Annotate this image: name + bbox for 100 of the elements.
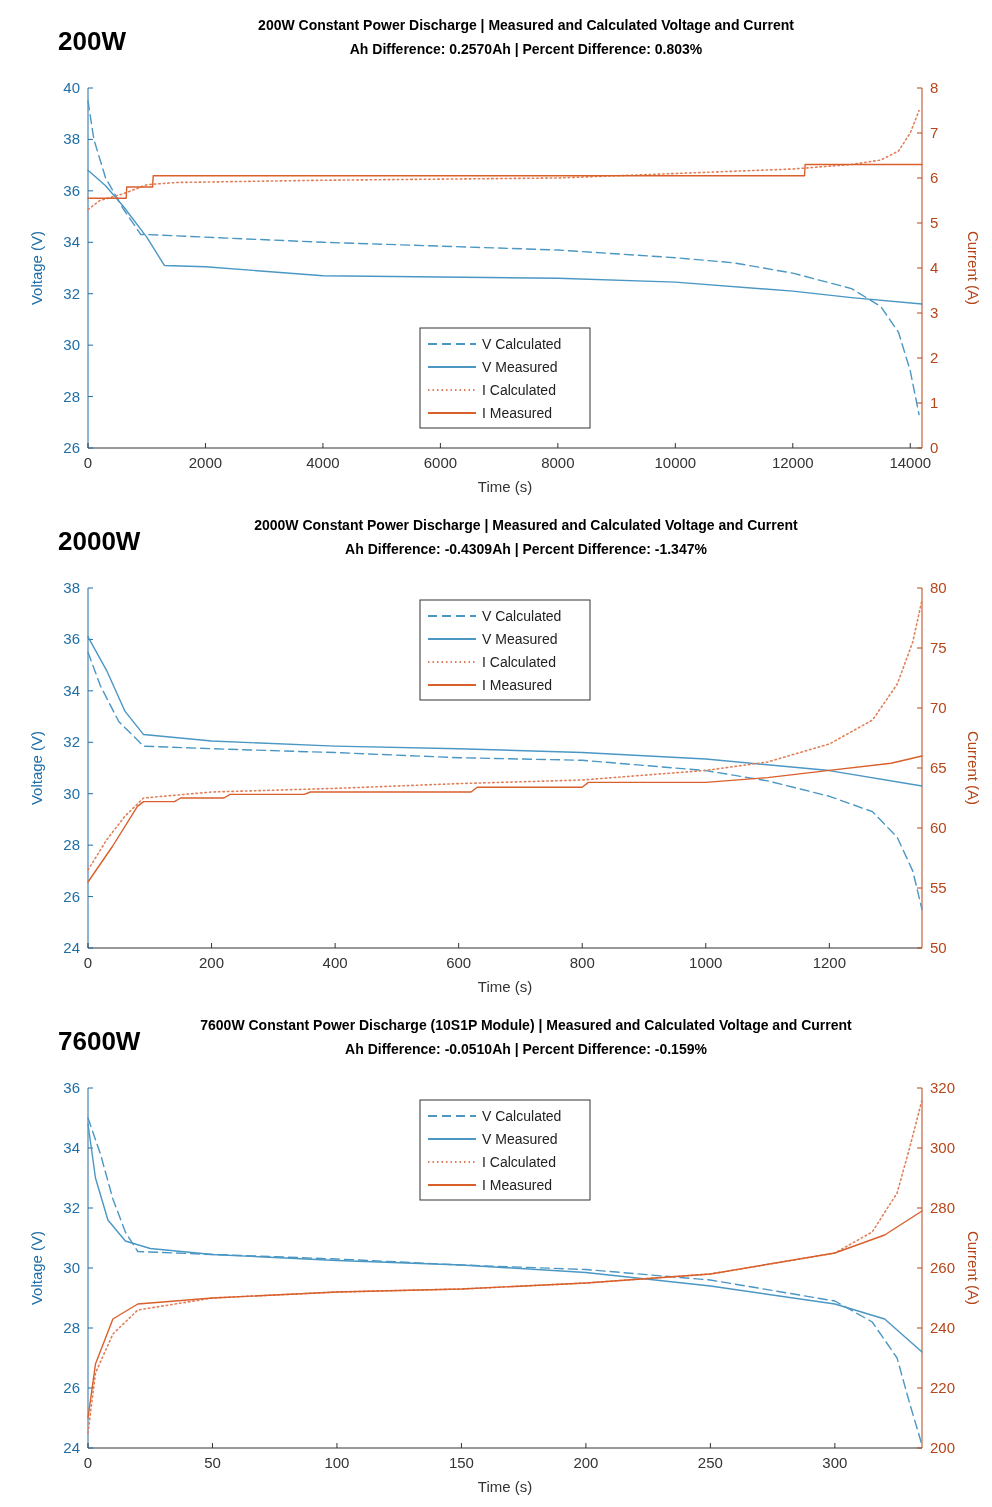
y2-tick-label: 220	[930, 1379, 956, 1396]
x-tick-label: 12000	[771, 454, 814, 471]
y-tick-label: 32	[63, 733, 80, 751]
y-tick-label: 24	[63, 939, 80, 956]
x-axis-title: Time (s)	[477, 978, 533, 995]
chart-subtitle: Ah Difference: -0.4309Ah | Percent Difference: -1.347%	[345, 541, 708, 557]
y2-tick-label: 260	[930, 1259, 956, 1276]
x-tick-label: 800	[569, 954, 595, 971]
y2-axis-title: Current (A)	[965, 730, 982, 806]
chart-title: 7600W Constant Power Discharge (10S1P Module) | Measured and Calculated Voltage and Current	[200, 1017, 853, 1033]
y2-tick-label: 1	[930, 394, 939, 411]
chart-subtitle: Ah Difference: -0.0510Ah | Percent Difference: -0.159%	[345, 1041, 708, 1057]
legend-label: V Measured	[482, 631, 558, 647]
legend-label: I Measured	[482, 405, 553, 421]
y-tick-label: 28	[63, 387, 80, 405]
y-tick-label: 24	[63, 1439, 80, 1456]
y2-tick-label: 3	[930, 304, 939, 321]
y2-tick-label: 80	[930, 579, 947, 596]
text: 2000W	[58, 526, 141, 556]
y2-tick-label: 60	[930, 819, 947, 836]
legend-label: I Calculated	[482, 1154, 556, 1170]
y2-tick-label: 7	[930, 124, 939, 141]
y2-tick-label: 0	[930, 439, 939, 456]
line-series	[87, 109, 920, 211]
chart-title: 200W Constant Power Discharge | Measured and Calculated Voltage and Current	[258, 17, 795, 33]
legend-label: I Calculated	[482, 382, 556, 398]
legend-label: V Calculated	[482, 1108, 562, 1124]
line-series	[87, 100, 920, 416]
legend-label: I Calculated	[482, 654, 556, 670]
x-tick-label: 14000	[889, 454, 932, 471]
y-tick-label: 32	[63, 284, 80, 302]
y2-tick-label: 65	[930, 759, 947, 776]
y2-tick-label: 200	[930, 1439, 956, 1456]
y2-tick-label: 5	[930, 214, 939, 231]
x-tick-label: 150	[448, 1454, 474, 1471]
y-tick-label: 26	[63, 887, 80, 905]
y2-tick-label: 320	[930, 1079, 956, 1096]
y2-tick-label: 280	[930, 1199, 956, 1216]
y-tick-label: 26	[63, 1379, 80, 1396]
x-axis-title: Time (s)	[477, 1478, 533, 1495]
x-tick-label: 600	[446, 954, 472, 971]
line-series	[87, 755, 923, 883]
chart-title: 2000W Constant Power Discharge | Measured and Calculated Voltage and Current	[254, 517, 799, 533]
x-tick-label: 200	[573, 1454, 599, 1471]
y-tick-label: 36	[63, 630, 80, 648]
y-tick-label: 26	[63, 439, 80, 456]
line-series	[87, 651, 923, 911]
y-tick-label: 34	[63, 681, 80, 699]
y2-tick-label: 50	[930, 939, 947, 956]
y-tick-label: 28	[63, 836, 80, 854]
y2-tick-label: 55	[930, 879, 947, 896]
y-tick-label: 38	[63, 130, 80, 148]
x-tick-label: 50	[204, 1454, 221, 1471]
x-tick-label: 10000	[654, 454, 697, 471]
y2-axis-title: Current (A)	[965, 1230, 982, 1306]
x-tick-label: 1200	[812, 954, 847, 971]
y2-tick-label: 4	[930, 259, 939, 276]
y2-tick-label: 8	[930, 79, 939, 96]
y-tick-label: 34	[63, 1139, 80, 1156]
x-axis-title: Time (s)	[477, 478, 533, 495]
y2-tick-label: 2	[930, 349, 939, 366]
legend-label: I Measured	[482, 677, 553, 693]
x-tick-label: 300	[822, 1454, 848, 1471]
y2-tick-label: 70	[930, 699, 947, 716]
y2-tick-label: 240	[930, 1319, 956, 1336]
y-axis-title: Voltage (V)	[28, 730, 45, 806]
x-tick-label: 4000	[306, 454, 340, 471]
line-series	[87, 1210, 923, 1419]
x-tick-label: 250	[697, 1454, 723, 1471]
x-tick-label: 0	[83, 1454, 93, 1471]
y-axis-title: Voltage (V)	[28, 230, 45, 306]
chart-subtitle: Ah Difference: 0.2570Ah | Percent Difference: 0.803%	[349, 41, 703, 57]
x-tick-label: 0	[83, 454, 93, 471]
x-tick-label: 6000	[423, 454, 458, 471]
line-series	[87, 599, 923, 871]
y-tick-label: 30	[63, 1259, 80, 1276]
legend-label: V Measured	[482, 1131, 558, 1147]
text: 7600W	[58, 1026, 141, 1056]
legend-label: I Measured	[482, 1177, 553, 1193]
y2-tick-label: 75	[930, 639, 947, 656]
x-tick-label: 2000	[188, 454, 223, 471]
x-tick-label: 400	[322, 954, 348, 971]
y-tick-label: 30	[63, 784, 80, 802]
y-tick-label: 34	[63, 233, 80, 251]
y-tick-label: 36	[63, 181, 80, 199]
x-tick-label: 200	[199, 954, 225, 971]
x-tick-label: 1000	[689, 954, 723, 971]
y-tick-label: 40	[63, 79, 80, 96]
y2-tick-label: 6	[930, 169, 939, 186]
y-tick-label: 38	[63, 579, 80, 596]
x-tick-label: 8000	[541, 454, 575, 471]
line-series	[87, 163, 923, 199]
y-axis-title: Voltage (V)	[28, 1230, 45, 1306]
y-tick-label: 36	[63, 1079, 80, 1096]
x-tick-label: 0	[83, 954, 93, 971]
legend-label: V Calculated	[482, 608, 562, 624]
y-tick-label: 30	[63, 336, 80, 354]
text: 200W	[58, 26, 127, 56]
x-tick-label: 100	[324, 1454, 350, 1471]
y-tick-label: 28	[63, 1319, 80, 1336]
